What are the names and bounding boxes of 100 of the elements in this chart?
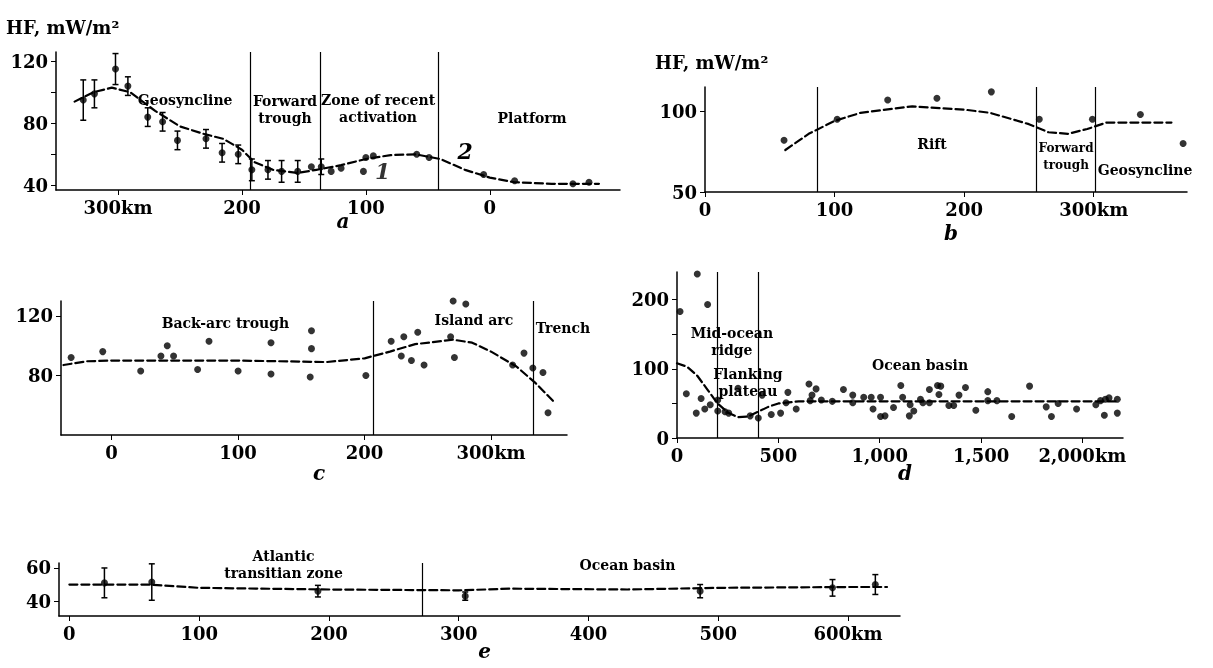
point: [170, 352, 178, 360]
point: [450, 354, 458, 362]
point: [267, 339, 275, 347]
annotation: Geosyncline: [137, 92, 233, 109]
point: [933, 94, 941, 102]
annotation: Ocean basin: [872, 356, 969, 373]
point: [67, 354, 75, 362]
annotation: Geosyncline: [1097, 161, 1193, 178]
point: [144, 113, 152, 121]
x-tick-label: 300km: [1059, 198, 1129, 220]
point: [163, 342, 171, 350]
point: [234, 150, 242, 158]
point: [511, 177, 519, 185]
x-tick-label: 200: [945, 198, 983, 220]
y-tick-label: 100: [659, 100, 697, 122]
point: [585, 178, 593, 186]
x-tick-label: 2,000km: [1038, 444, 1127, 466]
series-label: 1: [374, 158, 391, 185]
series-label: 2: [456, 137, 473, 164]
y-axis-title: HF, mW/m²: [655, 51, 769, 73]
annotation: Zone of recent activation: [320, 92, 436, 126]
x-tick-label: 200: [223, 196, 261, 218]
point: [90, 90, 98, 98]
annotation: Platform: [497, 110, 567, 127]
text: c: [312, 461, 326, 485]
x-tick-label: 100: [219, 441, 257, 463]
point: [387, 337, 395, 345]
point: [509, 361, 517, 369]
y-tick-label: 120: [10, 50, 48, 72]
annotation: Ocean basin: [579, 556, 676, 573]
y-tick-label: 60: [25, 557, 51, 579]
point: [306, 373, 314, 381]
point: [159, 118, 167, 126]
point: [987, 88, 995, 96]
text: b: [944, 221, 958, 245]
y-tick-label: 40: [22, 174, 48, 196]
y-tick-label: 100: [631, 358, 669, 380]
y-tick-label: 50: [671, 181, 697, 203]
x-tick-label: 600km: [813, 622, 883, 644]
x-tick-label: 300: [439, 622, 478, 644]
y-tick-label: 80: [22, 112, 48, 134]
point: [194, 365, 202, 373]
point: [99, 348, 107, 356]
point: [278, 167, 286, 175]
point: [462, 300, 470, 308]
point: [1088, 115, 1096, 123]
point: [480, 171, 488, 178]
point: [400, 333, 408, 341]
point: [696, 587, 704, 595]
point: [148, 578, 156, 586]
y-tick-label: 0: [656, 427, 669, 449]
point: [362, 371, 370, 379]
x-tick-label: 300km: [83, 196, 153, 218]
point: [294, 167, 302, 175]
x-tick-label: 100: [815, 198, 854, 220]
point: [202, 135, 210, 143]
point: [307, 163, 315, 171]
y-tick-label: 200: [631, 289, 669, 311]
y-tick-label: 40: [25, 590, 51, 612]
point: [327, 167, 335, 175]
point: [397, 352, 405, 360]
point: [218, 149, 226, 157]
annotation: Rift: [917, 135, 948, 152]
point: [124, 82, 132, 90]
point: [414, 328, 422, 336]
annotation: Trench: [535, 319, 591, 336]
point: [884, 96, 892, 104]
x-tick-label: 0: [483, 196, 497, 218]
point: [1136, 110, 1144, 118]
annotation: Back-arc trough: [161, 314, 290, 331]
point: [369, 152, 377, 160]
annotation: Island arc: [434, 312, 514, 329]
annotation: Forward trough: [1038, 140, 1095, 172]
point: [337, 164, 345, 172]
y-tick-label: 120: [15, 305, 53, 327]
x-tick-label: 500: [699, 622, 738, 644]
x-tick-label: 0: [63, 622, 76, 644]
x-tick-label: 200: [310, 622, 348, 644]
x-tick-label: 200: [345, 441, 384, 463]
point: [833, 115, 841, 123]
point: [79, 96, 87, 104]
point: [359, 167, 367, 175]
point: [137, 367, 145, 375]
x-tick-label: 0: [105, 441, 118, 463]
point: [829, 584, 837, 592]
y-axis-title: HF, mW/m²: [6, 16, 120, 38]
point: [544, 409, 552, 417]
x-tick-label: 300km: [456, 441, 526, 463]
x-tick-label: 1,500: [952, 444, 1010, 466]
point: [425, 153, 433, 161]
x-tick-label: 100: [180, 622, 218, 644]
point: [264, 166, 272, 174]
annotation: Atlantic transitian zone: [224, 548, 343, 582]
point: [100, 579, 108, 587]
point: [780, 136, 788, 144]
point: [1179, 140, 1187, 148]
x-tick-label: 100: [347, 196, 385, 218]
y-tick-label: 80: [27, 364, 53, 386]
point: [413, 150, 421, 158]
annotation: Forward trough: [252, 93, 318, 127]
